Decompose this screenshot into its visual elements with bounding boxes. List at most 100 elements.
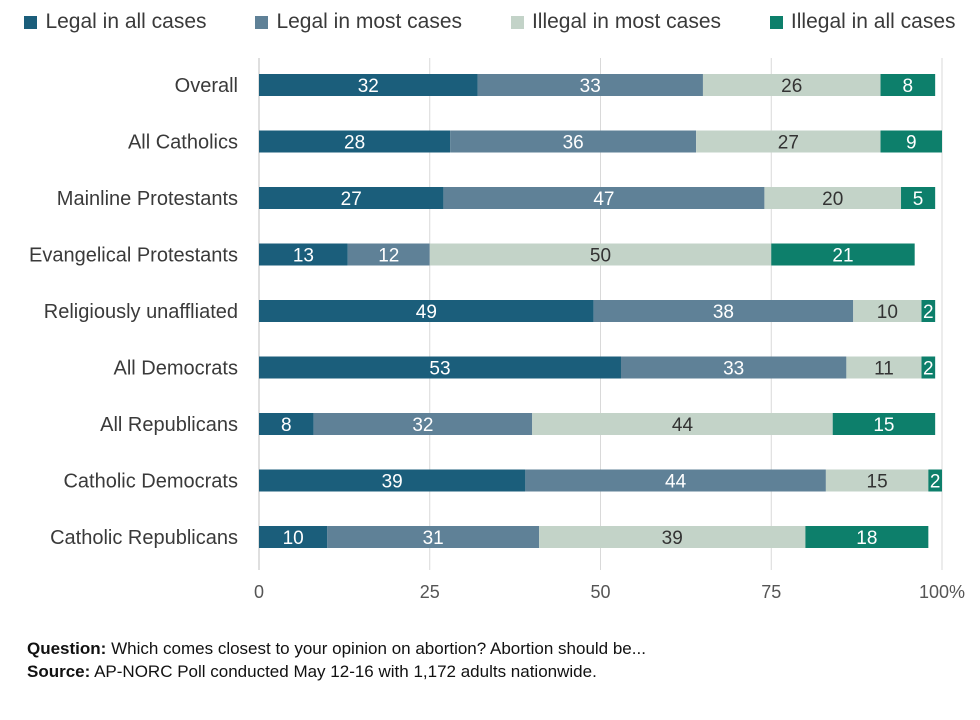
bar-segment bbox=[832, 413, 936, 435]
bar-segment bbox=[696, 130, 881, 153]
bar-segment bbox=[525, 469, 826, 492]
bar-segment bbox=[764, 187, 902, 209]
data-label: 27 bbox=[778, 133, 799, 154]
data-label: 8 bbox=[281, 415, 292, 436]
x-tick-label: 100% bbox=[919, 582, 965, 602]
data-label: 12 bbox=[378, 246, 399, 267]
data-label: 8 bbox=[903, 76, 914, 97]
bar-segment bbox=[347, 243, 430, 266]
data-label: 33 bbox=[723, 359, 744, 380]
bar-segment bbox=[921, 356, 936, 379]
bar-segment bbox=[805, 526, 929, 548]
bar-segment bbox=[259, 469, 526, 492]
legend-swatch bbox=[24, 15, 38, 29]
data-label: 5 bbox=[913, 189, 924, 210]
bar-segment bbox=[880, 74, 936, 96]
bar-segment bbox=[259, 526, 328, 548]
bar-segment bbox=[921, 300, 936, 322]
legend: Legal in all cases Legal in most cases Ill… bbox=[0, 10, 980, 34]
bar-segment bbox=[259, 413, 314, 435]
bar-segment bbox=[477, 74, 703, 96]
legend-swatch bbox=[510, 15, 524, 29]
data-label: 36 bbox=[563, 133, 584, 154]
data-label: 32 bbox=[358, 76, 379, 97]
bar-segment bbox=[259, 356, 621, 379]
data-label: 31 bbox=[423, 528, 444, 549]
data-label: 50 bbox=[590, 246, 611, 267]
bar-segment bbox=[620, 356, 847, 379]
legend-item: Legal in most cases bbox=[255, 10, 462, 34]
question-label: Question: bbox=[27, 639, 107, 658]
data-label: 38 bbox=[713, 302, 734, 323]
bar-segment bbox=[846, 356, 922, 379]
bar-segment bbox=[593, 300, 854, 322]
data-label: 15 bbox=[867, 472, 888, 493]
legend-label: Illegal in all cases bbox=[790, 10, 956, 33]
bar-segment bbox=[259, 187, 444, 209]
question-line: Question: Which comes closest to your op… bbox=[27, 637, 646, 660]
chart-footer: Question: Which comes closest to your op… bbox=[27, 637, 646, 683]
legend-swatch bbox=[255, 15, 269, 29]
category-label: Overall bbox=[175, 75, 238, 97]
data-label: 2 bbox=[923, 359, 934, 380]
data-label: 18 bbox=[856, 528, 877, 549]
category-label: All Republicans bbox=[100, 414, 238, 436]
bar-segment bbox=[901, 187, 936, 209]
bar-segment bbox=[313, 413, 533, 435]
bar-segment bbox=[928, 469, 942, 492]
bar-segment bbox=[259, 74, 478, 96]
data-label: 47 bbox=[593, 189, 614, 210]
data-label: 21 bbox=[832, 246, 853, 267]
data-label: 32 bbox=[412, 415, 433, 436]
data-label: 9 bbox=[906, 133, 917, 154]
data-label: 28 bbox=[344, 133, 365, 154]
source-label: Source: bbox=[27, 662, 91, 681]
data-label: 49 bbox=[416, 302, 437, 323]
category-label: Mainline Protestants bbox=[57, 188, 238, 210]
chart: Legal in all cases Legal in most cases Ill… bbox=[0, 10, 980, 602]
data-label: 10 bbox=[283, 528, 304, 549]
source-text: AP-NORC Poll conducted May 12-16 with 1,… bbox=[90, 662, 597, 681]
data-label: 15 bbox=[873, 415, 894, 436]
data-label: 20 bbox=[822, 189, 843, 210]
bar-segment bbox=[702, 74, 881, 96]
category-label: Catholic Republicans bbox=[50, 527, 238, 549]
bar-segment bbox=[259, 130, 451, 153]
data-label: 2 bbox=[923, 302, 934, 323]
bar-segment bbox=[450, 130, 697, 153]
legend-label: Legal in most cases bbox=[276, 10, 463, 33]
legend-item: Illegal in most cases bbox=[510, 10, 722, 34]
data-label: 26 bbox=[781, 76, 802, 97]
data-label: 33 bbox=[580, 76, 601, 97]
bar-segment bbox=[539, 526, 806, 548]
data-label: 2 bbox=[930, 472, 941, 493]
data-label: 10 bbox=[877, 302, 898, 323]
bar-segment bbox=[825, 469, 929, 492]
bar-segment bbox=[443, 187, 765, 209]
legend-label: Legal in all cases bbox=[45, 10, 207, 33]
bar-segment bbox=[259, 300, 594, 322]
legend-swatch bbox=[769, 15, 783, 29]
question-text: Which comes closest to your opinion on a… bbox=[106, 639, 646, 658]
data-label: 27 bbox=[341, 189, 362, 210]
legend-label: Illegal in most cases bbox=[531, 10, 722, 33]
category-label: Evangelical Protestants bbox=[29, 245, 238, 267]
category-label: All Catholics bbox=[128, 132, 238, 154]
data-label: 53 bbox=[429, 359, 450, 380]
source-line: Source: AP-NORC Poll conducted May 12-16… bbox=[27, 660, 646, 683]
bar-segment bbox=[532, 413, 833, 435]
data-label: 11 bbox=[874, 359, 894, 380]
data-label: 44 bbox=[672, 415, 694, 436]
x-tick-label: 25 bbox=[420, 582, 440, 602]
category-label: Catholic Democrats bbox=[63, 471, 238, 493]
bar-segment bbox=[259, 243, 348, 266]
bar-segment bbox=[853, 300, 922, 322]
data-label: 13 bbox=[293, 246, 314, 267]
bar-segment bbox=[880, 130, 942, 153]
category-label: Religiously unaffliated bbox=[44, 301, 238, 323]
category-label: All Democrats bbox=[114, 358, 238, 380]
x-tick-label: 50 bbox=[590, 582, 610, 602]
data-label: 44 bbox=[665, 472, 687, 493]
legend-item: Illegal in all cases bbox=[769, 10, 956, 34]
